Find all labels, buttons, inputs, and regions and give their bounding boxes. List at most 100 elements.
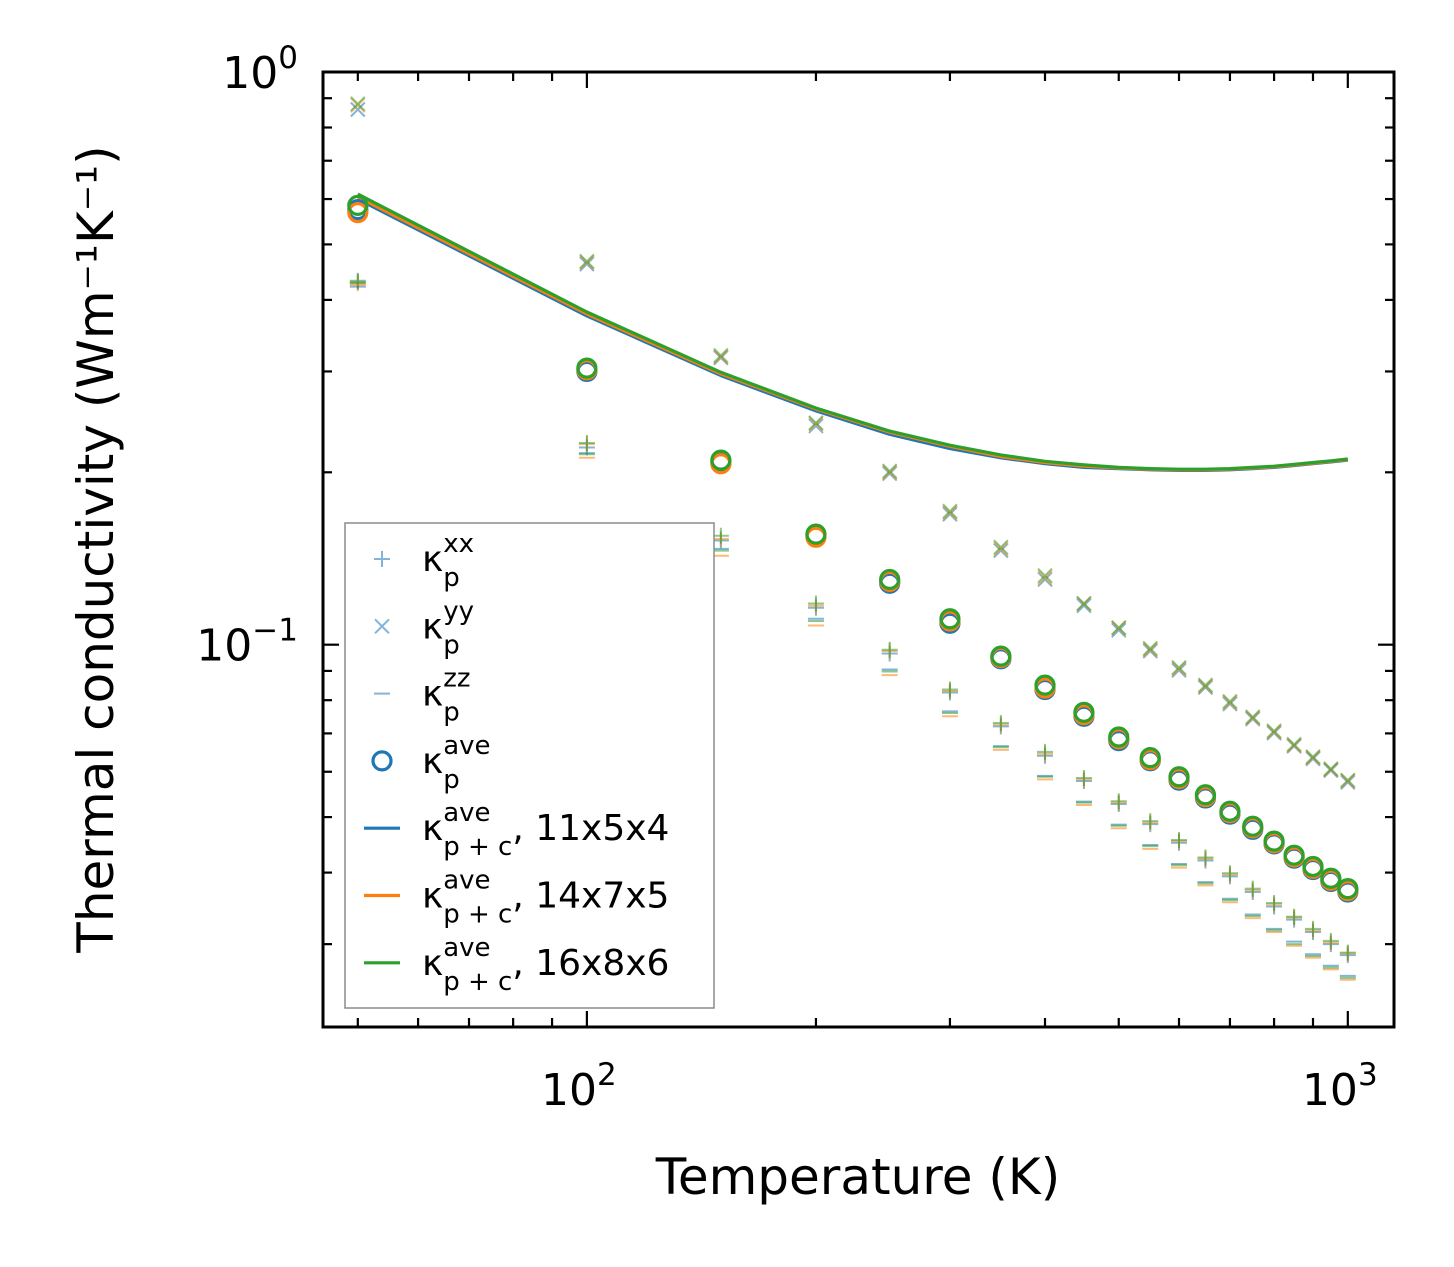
legend-superscript: yy [443, 596, 474, 626]
marker-kp_yy_16-1000K [1340, 772, 1356, 788]
legend-kappa: κ [422, 741, 443, 782]
marker-kp_yy_14-150K [713, 349, 729, 365]
legend-label-4: κave p + c, 11x5x4 [422, 798, 669, 862]
y-tick-label-exponent: −1 [252, 613, 298, 649]
marker-kp_xx_16-550K [1142, 813, 1159, 830]
marker-kp_ave_16-300K [939, 608, 961, 630]
marker-kp_ave_16-650K [1194, 784, 1217, 806]
marker-kp_yy_16-250K [881, 463, 898, 479]
marker-kp_ave_16-800K [1263, 830, 1285, 852]
legend-handle-0 [374, 551, 390, 567]
marker-kp_yy_16-300K [942, 503, 958, 519]
marker-kp_yy-600K [1171, 662, 1187, 679]
marker-kp_xx_16-350K [992, 714, 1009, 731]
marker-kp_yy-350K [993, 542, 1009, 559]
legend-kappa: κ [422, 808, 443, 849]
marker-kp_yy_14-300K [942, 505, 958, 521]
marker-kp_xx_16-700K [1221, 865, 1238, 882]
marker-kp_yy_14-400K [1037, 569, 1053, 586]
marker-kp_yy_16-650K [1197, 677, 1214, 693]
marker-kp_yy-300K [942, 506, 958, 522]
legend-subscript: p + c [443, 967, 512, 997]
marker-kp_yy_16-500K [1111, 620, 1127, 636]
marker-kp_yy_16-550K [1142, 640, 1158, 657]
legend-subscript: p + c [443, 900, 512, 930]
marker-kp_xx_16-650K [1197, 849, 1214, 866]
legend-label-0: κxx p [422, 529, 474, 593]
marker-kp_ave_16-900K [1302, 855, 1324, 878]
marker-kp_ave_14-50K [347, 202, 369, 224]
marker-kp_yy_16-800K [1266, 723, 1282, 739]
marker-kp_yy_16-600K [1171, 659, 1187, 676]
marker-kp_yy_16-950K [1323, 761, 1339, 777]
marker-kp_yy_16-150K [713, 347, 729, 364]
marker-kp_ave_16-150K [710, 449, 732, 471]
marker-kp_yy-450K [1076, 597, 1092, 614]
legend-subscript: p + c [443, 832, 512, 862]
marker-kp_ave_16-100K [576, 357, 598, 379]
legend-kappa: κ [422, 876, 443, 917]
marker-kp_yy_14-350K [993, 541, 1009, 557]
marker-kp_yy_16-450K [1076, 595, 1092, 612]
legend-subscript: p [443, 563, 460, 593]
legend-label-2: κzz p [422, 664, 471, 728]
marker-kp_yy_16-400K [1037, 567, 1053, 584]
marker-kp_xx_16-900K [1304, 920, 1321, 937]
legend-label-5: κave p + c, 14x7x5 [422, 866, 669, 930]
y-tick-label: 10−1 [196, 613, 298, 672]
legend-kappa: κ [422, 674, 443, 715]
marker-kp_xx_16-500K [1110, 793, 1127, 810]
marker-kp_ave_16-950K [1320, 867, 1342, 889]
marker-kp_ave_16-850K [1283, 844, 1305, 866]
y-tick-label-exponent: 0 [278, 40, 298, 76]
marker-kp_xx_16-250K [881, 641, 898, 658]
marker-kp_yy_14-50K [350, 97, 366, 113]
x-tick-label-exponent: 3 [1358, 1057, 1378, 1093]
marker-kp_ave_16-350K [990, 645, 1012, 667]
marker-kp_ave_16-50K [347, 194, 369, 216]
x-axis-label: Temperature (K) [655, 1148, 1060, 1206]
legend-superscript: xx [443, 529, 474, 559]
marker-kp_yy_16-850K [1286, 736, 1302, 753]
marker-kp_xx_16-100K [578, 435, 595, 451]
marker-kp_xx_16-400K [1037, 743, 1054, 760]
marker-kp_xx_16-600K [1171, 832, 1187, 849]
marker-kp_yy-50K [350, 101, 366, 118]
legend-subscript: p [443, 765, 460, 795]
legend-handle-1 [374, 618, 390, 635]
legend-superscript: ave [443, 798, 490, 828]
marker-kp_xx_16-200K [807, 595, 824, 612]
legend-subscript: p [443, 698, 460, 728]
legend-superscript: ave [443, 933, 490, 963]
series-line-kpc_ave_16x8x6 [357, 192, 1348, 471]
marker-kp_xx_16-800K [1266, 894, 1283, 911]
legend-superscript: ave [443, 866, 490, 896]
marker-kp_ave_16-450K [1073, 701, 1095, 723]
marker-kp_ave_16-550K [1139, 747, 1161, 769]
legend-suffix: , 11x5x4 [512, 808, 669, 849]
legend-subscript: p [443, 630, 460, 660]
marker-kp_yy_16-350K [993, 539, 1009, 555]
marker-kp_ave_16-1000K [1337, 878, 1359, 900]
marker-kp_yy-400K [1037, 571, 1053, 588]
marker-kp_ave_16-700K [1219, 800, 1241, 822]
legend-kappa: κ [422, 606, 443, 647]
marker-kp_yy_16-900K [1305, 749, 1321, 765]
marker-kp_yy-500K [1111, 622, 1127, 638]
x-tick-label-exponent: 2 [597, 1057, 617, 1093]
legend-suffix: , 16x8x6 [512, 943, 669, 984]
marker-kp_xx_16-450K [1075, 770, 1092, 787]
marker-kp_yy_16-750K [1245, 709, 1261, 725]
marker-kp_ave_16-750K [1242, 815, 1264, 837]
marker-kp_xx_16-950K [1322, 932, 1339, 949]
y-axis-label: Thermal conductivity (Wm⁻¹K⁻¹) [67, 145, 125, 953]
marker-kp_yy-200K [808, 418, 824, 434]
marker-kp_ave_16-200K [805, 523, 827, 545]
marker-kp_yy_16-50K [350, 96, 366, 112]
legend-label-3: κave p [422, 731, 491, 795]
marker-kp_ave_16-500K [1108, 726, 1130, 748]
